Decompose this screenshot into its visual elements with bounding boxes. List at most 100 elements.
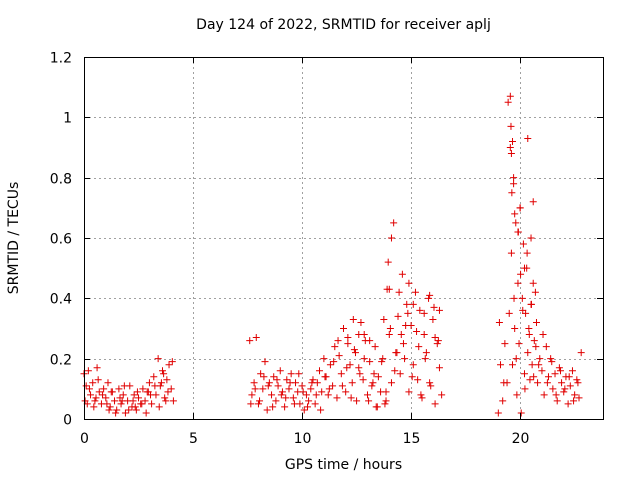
data-point bbox=[425, 294, 433, 302]
data-point bbox=[515, 340, 523, 348]
data-point bbox=[335, 352, 343, 360]
data-point bbox=[270, 373, 278, 381]
data-point bbox=[369, 379, 377, 387]
data-point bbox=[435, 306, 443, 314]
data-point bbox=[431, 400, 439, 408]
x-axis-label: GPS time / hours bbox=[284, 457, 403, 473]
data-point bbox=[298, 382, 306, 390]
data-point bbox=[421, 355, 429, 363]
y-tick-label: 1 bbox=[63, 111, 72, 127]
data-point bbox=[356, 370, 364, 378]
data-point bbox=[168, 358, 176, 366]
data-point bbox=[366, 337, 374, 345]
data-point bbox=[287, 370, 295, 378]
data-point bbox=[256, 397, 264, 405]
data-point bbox=[408, 373, 416, 381]
data-point bbox=[254, 400, 262, 408]
data-point bbox=[573, 376, 581, 384]
data-point bbox=[103, 400, 111, 408]
data-point bbox=[395, 288, 403, 296]
data-point bbox=[538, 367, 546, 375]
data-point bbox=[145, 379, 153, 387]
data-point bbox=[272, 397, 280, 405]
data-point bbox=[151, 382, 159, 390]
data-point bbox=[278, 388, 286, 396]
data-point bbox=[115, 385, 123, 393]
data-point bbox=[102, 394, 110, 402]
data-point bbox=[378, 358, 386, 366]
data-point bbox=[434, 337, 442, 345]
data-point bbox=[411, 288, 419, 296]
data-point bbox=[518, 294, 526, 302]
data-point bbox=[528, 361, 536, 369]
data-point bbox=[338, 382, 346, 390]
data-point bbox=[324, 391, 332, 399]
data-point bbox=[403, 300, 411, 308]
data-point bbox=[507, 122, 515, 130]
data-point bbox=[561, 385, 569, 393]
data-point bbox=[542, 343, 550, 351]
data-point bbox=[311, 400, 319, 408]
data-point bbox=[250, 379, 258, 387]
data-point bbox=[520, 264, 528, 272]
data-point bbox=[112, 409, 120, 417]
y-tick-label: 0.2 bbox=[50, 353, 72, 369]
data-point bbox=[495, 318, 503, 326]
data-point bbox=[105, 406, 113, 414]
data-point bbox=[325, 385, 333, 393]
data-point bbox=[329, 382, 337, 390]
data-point bbox=[370, 370, 378, 378]
data-point bbox=[344, 340, 352, 348]
data-point bbox=[350, 346, 358, 354]
data-point bbox=[331, 343, 339, 351]
data-point bbox=[349, 315, 357, 323]
data-point bbox=[565, 373, 573, 381]
data-point bbox=[551, 370, 559, 378]
data-point bbox=[148, 400, 156, 408]
x-tick-label: 5 bbox=[189, 431, 198, 447]
data-point bbox=[316, 367, 324, 375]
data-point bbox=[120, 382, 128, 390]
data-point bbox=[426, 379, 434, 387]
data-point bbox=[305, 397, 313, 405]
data-point bbox=[104, 379, 112, 387]
data-point bbox=[398, 270, 406, 278]
data-point bbox=[508, 189, 516, 197]
data-point bbox=[135, 394, 143, 402]
data-point bbox=[289, 394, 297, 402]
data-point bbox=[399, 340, 407, 348]
data-point bbox=[92, 394, 100, 402]
data-point bbox=[374, 373, 382, 381]
data-point bbox=[360, 355, 368, 363]
data-point bbox=[536, 355, 544, 363]
data-point bbox=[277, 391, 285, 399]
data-point bbox=[155, 403, 163, 411]
data-point bbox=[396, 370, 404, 378]
data-point bbox=[355, 331, 363, 339]
data-point bbox=[409, 361, 417, 369]
data-point bbox=[133, 388, 141, 396]
data-point bbox=[523, 249, 531, 257]
data-point bbox=[566, 382, 574, 390]
x-tick-label: 0 bbox=[80, 431, 89, 447]
y-axis-label: SRMTID / TECUs bbox=[6, 181, 22, 295]
data-point bbox=[553, 397, 561, 405]
data-point bbox=[530, 373, 538, 381]
data-point bbox=[260, 373, 268, 381]
data-point bbox=[427, 382, 435, 390]
data-point bbox=[95, 388, 103, 396]
data-point bbox=[418, 394, 426, 402]
data-point bbox=[422, 349, 430, 357]
data-point bbox=[308, 379, 316, 387]
data-point bbox=[150, 373, 158, 381]
data-point bbox=[382, 397, 390, 405]
data-point bbox=[534, 379, 542, 387]
data-point bbox=[526, 376, 534, 384]
data-point bbox=[517, 270, 525, 278]
data-point bbox=[382, 388, 390, 396]
data-point bbox=[417, 391, 425, 399]
data-point bbox=[131, 403, 139, 411]
data-point bbox=[522, 309, 530, 317]
data-point bbox=[504, 98, 512, 106]
